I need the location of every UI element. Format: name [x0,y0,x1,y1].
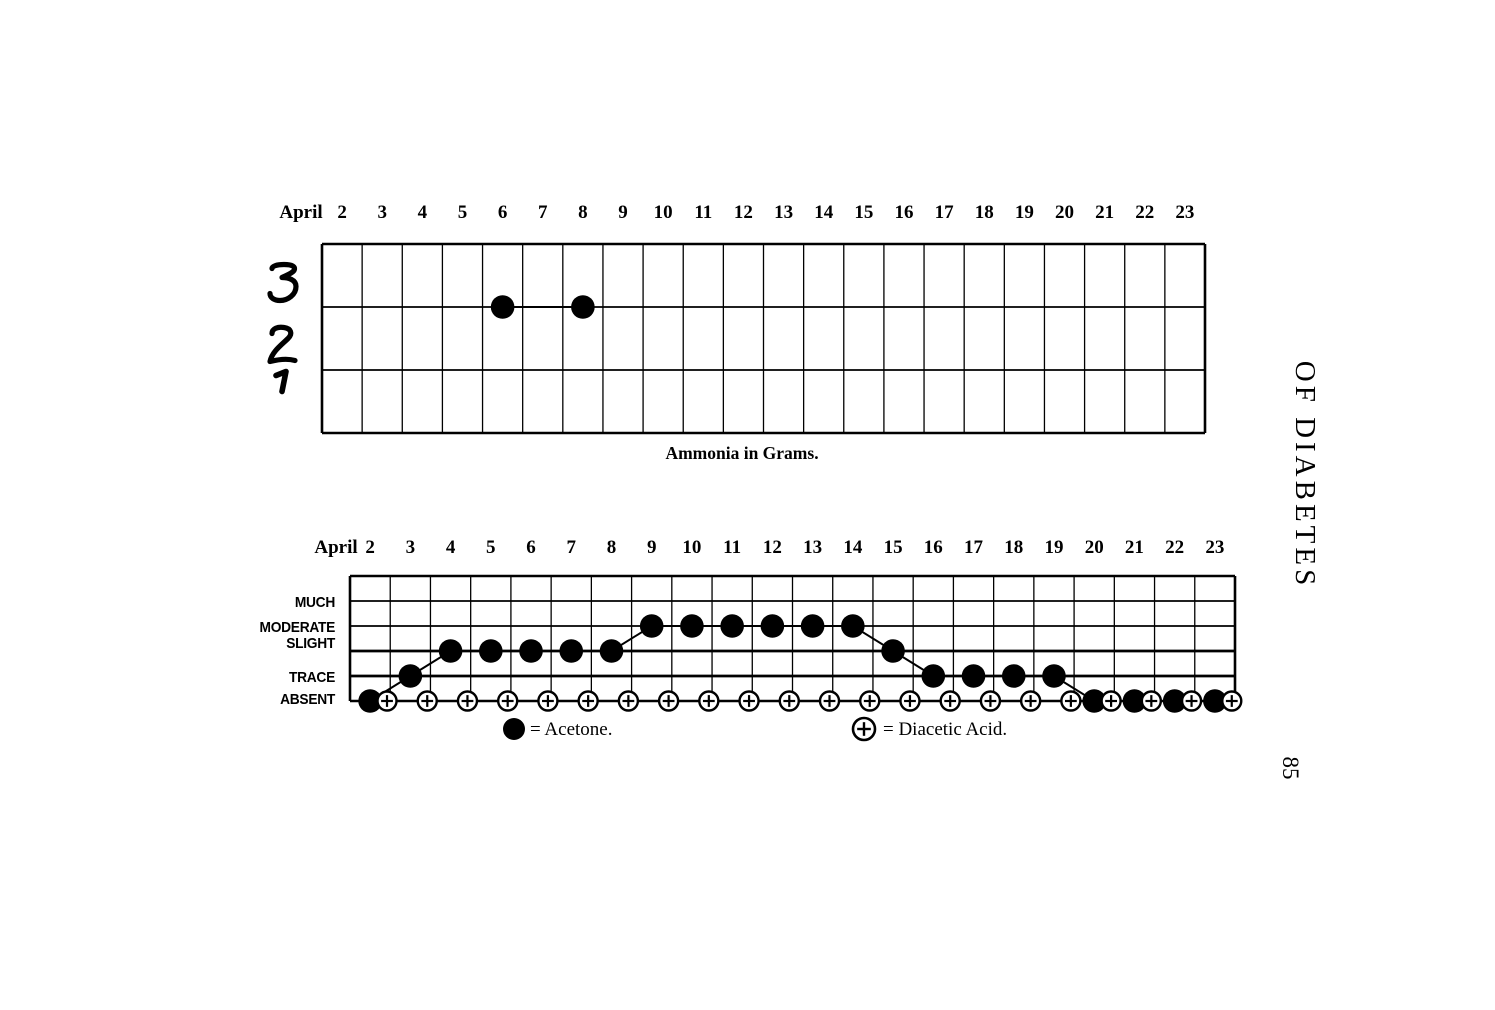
svg-text:20: 20 [1055,202,1074,223]
svg-text:11: 11 [723,537,741,558]
svg-text:10: 10 [654,202,673,223]
svg-text:85: 85 [1278,757,1303,780]
svg-text:6: 6 [526,537,536,558]
svg-text:19: 19 [1044,537,1063,558]
svg-text:12: 12 [763,537,782,558]
svg-text:12: 12 [734,202,753,223]
svg-text:April: April [279,202,322,223]
svg-text:15: 15 [884,537,903,558]
svg-text:5: 5 [486,537,496,558]
svg-text:21: 21 [1095,202,1114,223]
svg-text:3: 3 [406,537,416,558]
svg-text:OF DIABETES: OF DIABETES [1289,361,1321,589]
svg-text:22: 22 [1165,537,1184,558]
svg-text:5: 5 [458,202,468,223]
svg-text:17: 17 [964,537,984,558]
svg-text:15: 15 [854,202,873,223]
svg-text:18: 18 [975,202,994,223]
svg-text:2: 2 [365,537,375,558]
svg-text:17: 17 [935,202,955,223]
svg-text:19: 19 [1015,202,1034,223]
svg-text:7: 7 [567,537,577,558]
svg-text:= Diacetic Acid.: = Diacetic Acid. [883,719,1007,740]
svg-text:7: 7 [538,202,548,223]
svg-text:14: 14 [814,202,834,223]
svg-text:ABSENT: ABSENT [280,691,336,707]
svg-text:= Acetone.: = Acetone. [530,719,612,740]
svg-text:14: 14 [843,537,863,558]
svg-text:10: 10 [682,537,701,558]
svg-text:23: 23 [1205,537,1224,558]
svg-text:16: 16 [924,537,943,558]
svg-text:4: 4 [446,537,456,558]
svg-text:3: 3 [377,202,387,223]
svg-text:11: 11 [694,202,712,223]
svg-text:Ammonia in Grams.: Ammonia in Grams. [665,443,818,463]
svg-text:April: April [314,537,357,558]
svg-text:2: 2 [337,202,347,223]
svg-text:20: 20 [1085,537,1104,558]
svg-text:MUCH: MUCH [295,594,335,610]
svg-text:8: 8 [607,537,617,558]
svg-text:21: 21 [1125,537,1144,558]
svg-text:18: 18 [1004,537,1023,558]
svg-text:6: 6 [498,202,508,223]
svg-text:MODERATE: MODERATE [260,619,335,635]
svg-text:8: 8 [578,202,588,223]
svg-text:13: 13 [803,537,822,558]
svg-text:9: 9 [618,202,628,223]
svg-text:16: 16 [894,202,913,223]
svg-text:23: 23 [1175,202,1194,223]
svg-text:SLIGHT: SLIGHT [286,635,335,651]
svg-text:22: 22 [1135,202,1154,223]
svg-text:TRACE: TRACE [289,669,335,685]
svg-text:4: 4 [418,202,428,223]
svg-text:13: 13 [774,202,793,223]
svg-text:9: 9 [647,537,657,558]
